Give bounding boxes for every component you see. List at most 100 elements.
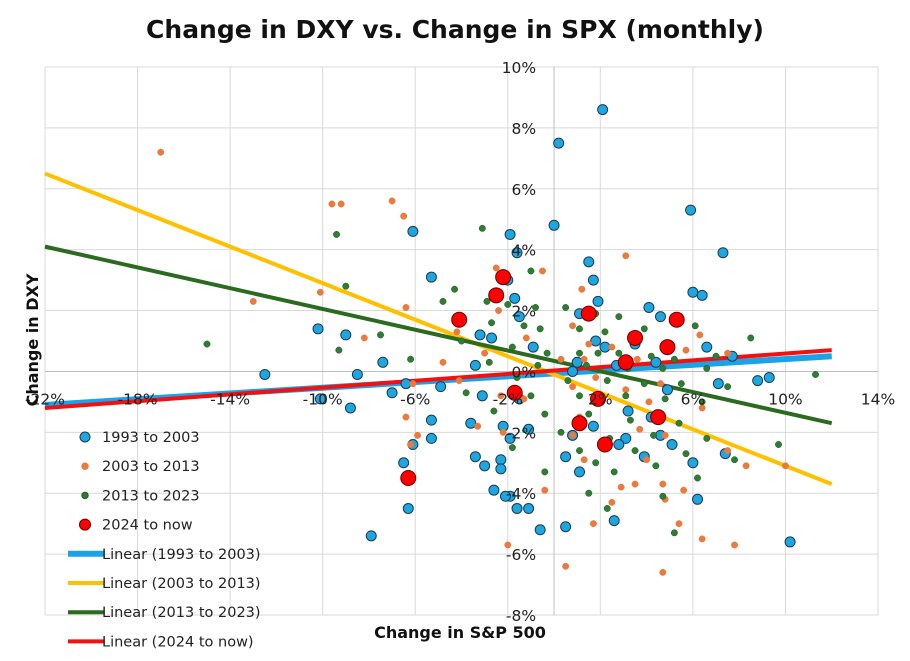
data-point [249,297,257,305]
data-point [585,410,593,418]
y-tick-label: -8% [506,607,536,625]
data-point [620,432,632,444]
data-point [541,468,549,476]
data-point [703,364,711,372]
data-point [548,219,560,231]
data-point [377,356,389,368]
data-point [647,352,655,360]
data-point [532,304,539,311]
y-tick-label: 10% [502,59,536,77]
x-tick-label: 14% [861,390,895,408]
data-point [696,289,708,301]
data-point [513,311,525,323]
data-point [682,346,690,354]
data-point [508,444,516,452]
data-point [643,302,655,314]
data-point [407,355,415,363]
data-point [520,322,528,330]
legend-marker [79,431,91,443]
data-point [675,520,683,528]
data-point [571,356,583,368]
data-point [677,380,685,388]
data-point [650,356,662,368]
data-point [608,515,620,527]
data-point [580,355,588,363]
data-point [527,341,539,353]
data-point [497,392,505,400]
data-point [569,431,577,439]
data-point [560,451,572,463]
data-point [691,322,699,330]
data-point [696,331,704,339]
data-point [407,441,415,448]
legend-item: 2003 to 2013 [81,459,200,475]
data-point [590,390,607,407]
data-point [462,389,470,397]
data-point [335,346,343,354]
data-point [469,359,481,371]
data-point [636,425,644,433]
data-point [680,486,688,494]
data-point [451,285,459,293]
data-point [506,384,523,401]
data-point [492,264,500,272]
data-point [747,334,755,342]
data-point [659,339,676,356]
x-tick-label: -22% [25,390,65,408]
data-point [377,331,384,339]
series-2024-to-now [400,269,685,486]
data-point [495,307,502,315]
legend-marker [79,518,91,531]
data-point [574,466,586,478]
data-point [203,340,211,348]
data-point [508,343,516,351]
data-point [557,355,565,363]
data-point [610,468,618,476]
data-point [580,305,597,322]
data-point [328,200,336,208]
data-point [580,456,588,464]
trend-line-linear-2003-to-2013 [44,171,833,486]
data-point [513,374,521,381]
data-point [650,431,658,439]
data-point [613,439,625,451]
data-point [495,454,507,466]
data-point [157,148,165,156]
data-point [594,349,602,357]
data-point [425,432,437,444]
data-point [576,325,583,333]
data-point [520,395,528,403]
data-point [703,434,711,442]
y-tick-label: 8% [511,120,536,138]
data-point [763,372,775,384]
data-point [692,493,704,505]
legend-item: Linear (2013 to 2023) [68,605,261,621]
data-point [712,352,720,360]
data-point [596,436,613,453]
data-point [603,504,611,512]
data-point [659,568,667,576]
data-point [687,286,699,298]
trend-line-linear-2024-to-now [44,348,832,410]
x-tick-label: -6% [400,390,430,408]
legend-label: 2003 to 2013 [102,459,200,475]
data-point [435,381,447,393]
data-point [465,417,477,429]
data-point [342,282,350,290]
data-point [654,311,666,323]
data-point [495,269,512,286]
data-point [499,490,511,502]
data-point [590,335,602,347]
data-point [400,470,417,486]
data-point [478,224,486,232]
data-point [409,380,417,388]
data-point [316,288,324,296]
data-point [365,530,377,542]
data-point [569,383,577,391]
data-point [388,197,396,205]
data-point [657,380,664,388]
data-point [603,377,611,385]
data-point [698,535,706,543]
data-point [386,387,398,399]
